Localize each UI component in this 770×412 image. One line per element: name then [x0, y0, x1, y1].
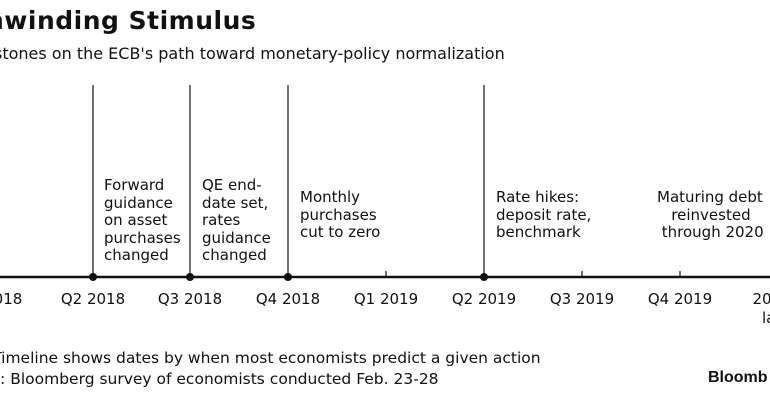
- event-label-q2-2018: Forward guidance on asset purchases chan…: [104, 176, 181, 264]
- chart-title: nwinding Stimulus: [0, 6, 257, 35]
- chart-subtitle: stones on the ECB's path toward monetary…: [0, 44, 505, 63]
- tick-label-q3-2019: Q3 2019: [549, 290, 615, 308]
- footnote-source: ce: Bloomberg survey of economists condu…: [0, 370, 439, 388]
- event-label-maturing-debt: Maturing debt reinvested through 2020: [657, 188, 764, 241]
- tick-label-q3-2018: Q3 2018: [157, 290, 223, 308]
- event-dot-q2-2018: [89, 273, 97, 281]
- event-label-q4-2018: Monthly purchases cut to zero: [300, 188, 381, 241]
- footnote-note: : Timeline shows dates by when most econ…: [0, 349, 541, 367]
- tick-label-q2-2018: Q2 2018: [60, 290, 126, 308]
- bloomberg-logo: Bloomb: [708, 369, 768, 386]
- event-dot-q2-2019: [480, 273, 488, 281]
- event-label-q3-2018: QE end- date set, rates guidance changed: [202, 176, 271, 264]
- event-label-q2-2019: Rate hikes: deposit rate, benchmark: [496, 188, 592, 241]
- tick-label-q2-2019: Q2 2019: [451, 290, 517, 308]
- tick-label-q1-2019: Q1 2019: [353, 290, 419, 308]
- tick-label-q1-2018: 018: [0, 290, 23, 308]
- event-dot-q4-2018: [284, 273, 292, 281]
- tick-label-later-fragment: la: [762, 309, 770, 327]
- event-dot-q3-2018: [186, 273, 194, 281]
- tick-label-2020: 20: [752, 290, 770, 308]
- tick-label-q4-2018: Q4 2018: [255, 290, 321, 308]
- tick-label-q4-2019: Q4 2019: [647, 290, 713, 308]
